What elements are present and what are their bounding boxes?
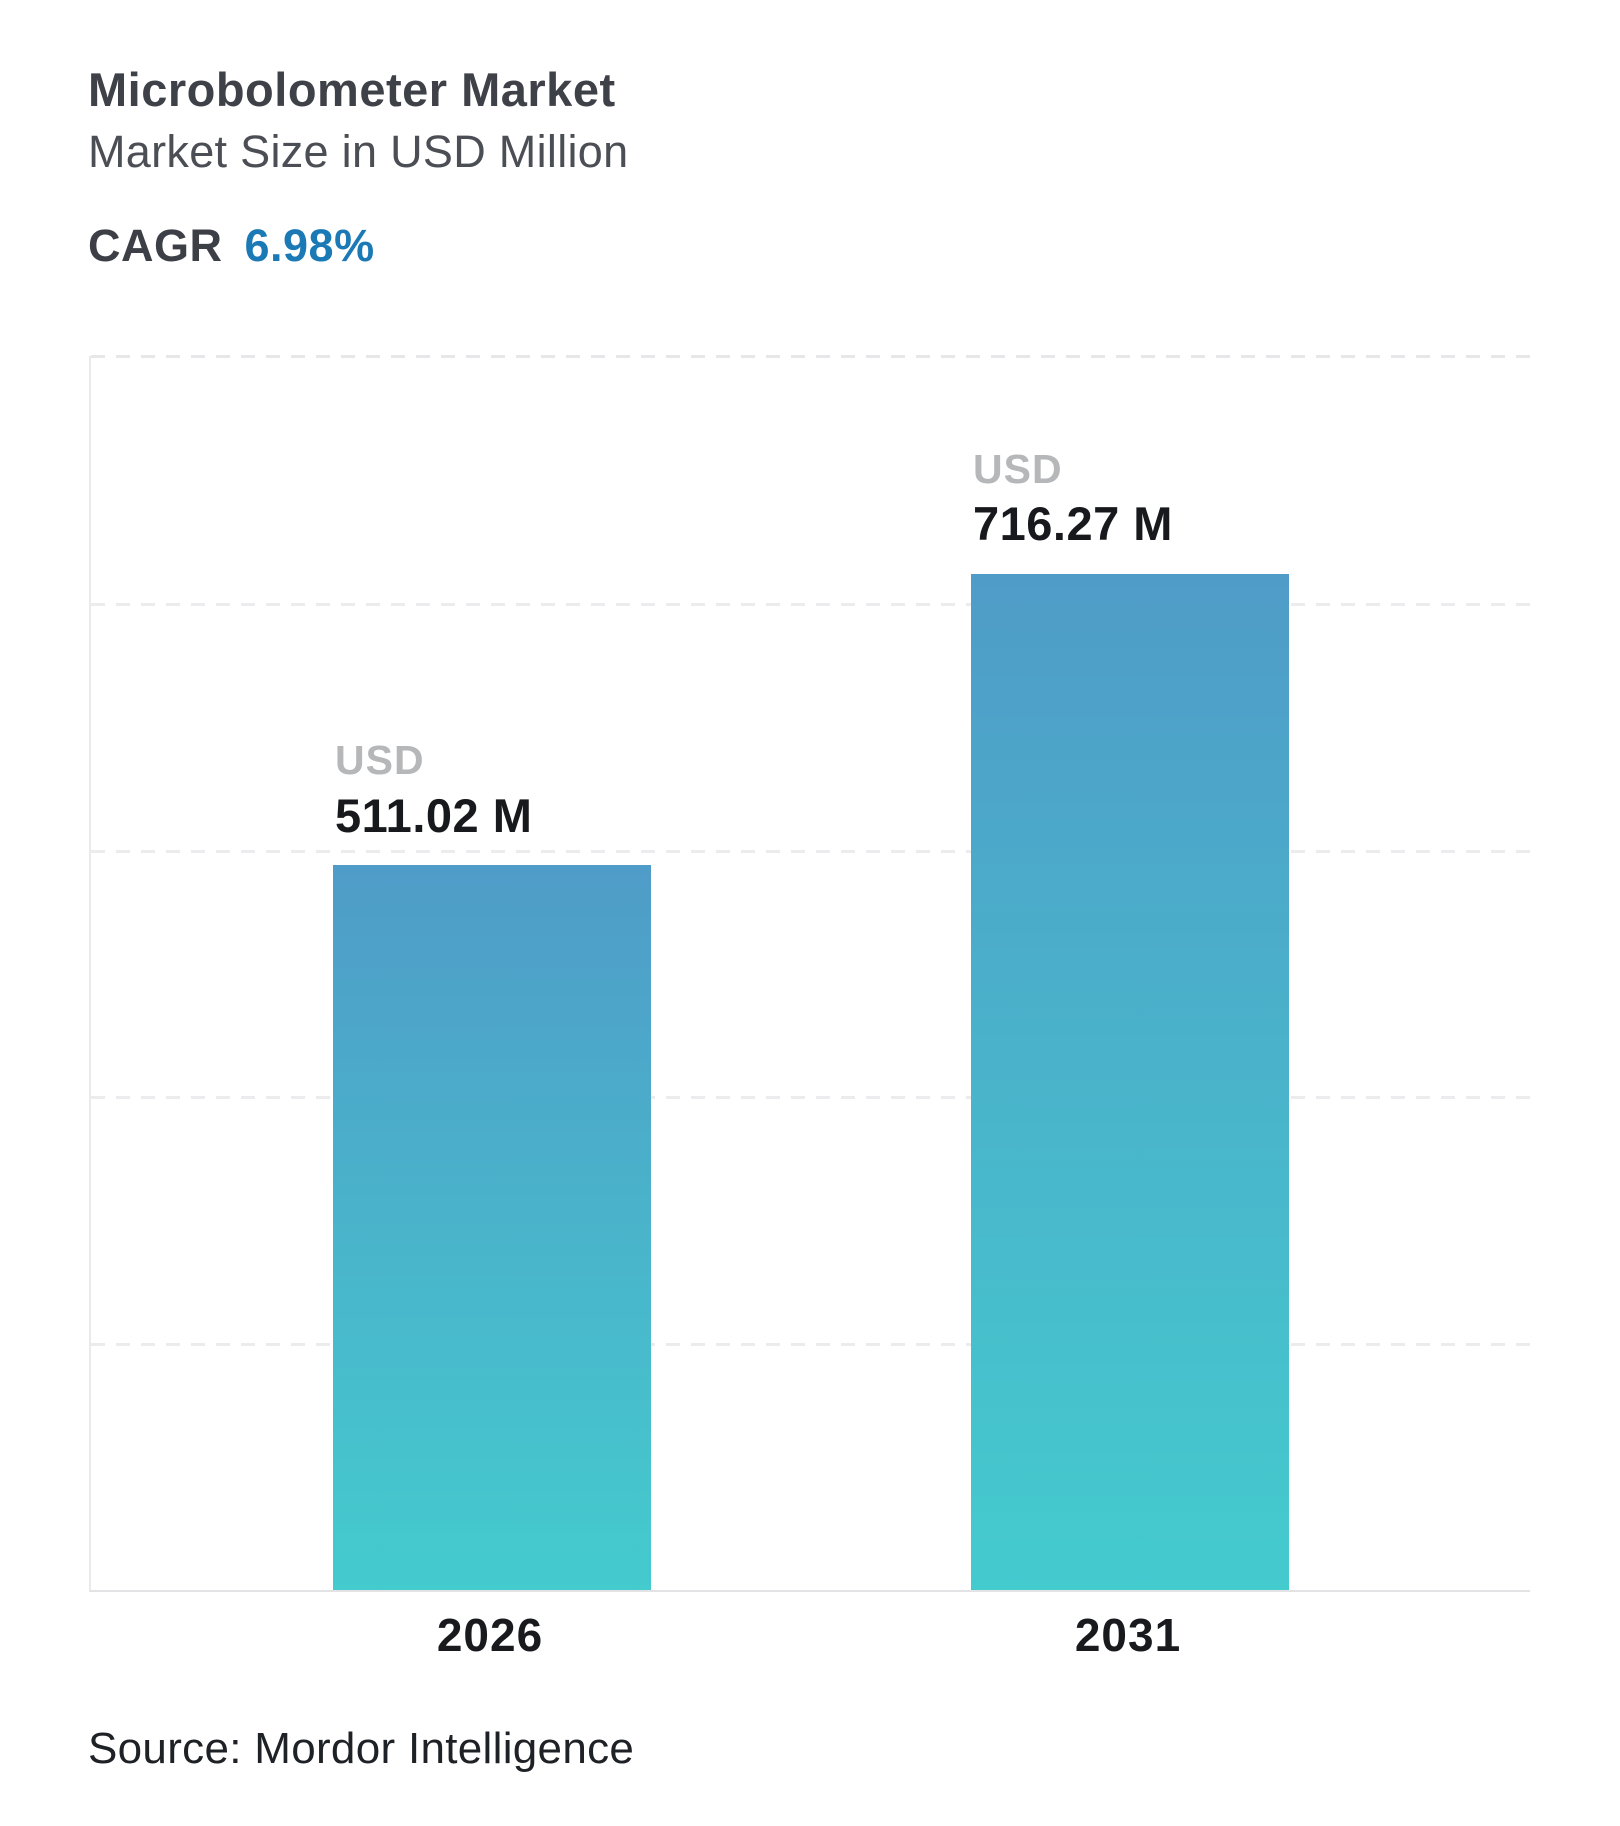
chart-subtitle: Market Size in USD Million bbox=[88, 126, 629, 177]
gridline bbox=[91, 1343, 1530, 1347]
plot-area: USD 511.02 M USD 716.27 M bbox=[89, 355, 1530, 1592]
gridline bbox=[91, 1096, 1530, 1100]
currency-label: USD bbox=[335, 737, 425, 784]
cagr-row: CAGR 6.98% bbox=[88, 220, 375, 272]
gridline bbox=[91, 602, 1530, 606]
x-tick-2026: 2026 bbox=[436, 1609, 544, 1661]
value-label: 716.27 M bbox=[973, 497, 1173, 551]
source-note: Source: Mordor Intelligence bbox=[88, 1724, 635, 1773]
bar-value-label-2031: USD 716.27 M bbox=[973, 447, 1333, 550]
chart-title: Microbolometer Market bbox=[88, 63, 616, 116]
value-label: 511.02 M bbox=[335, 788, 533, 842]
cagr-label: CAGR bbox=[88, 220, 223, 271]
x-axis-labels: 2026 2031 bbox=[89, 1608, 1530, 1672]
bar-2026 bbox=[333, 865, 651, 1590]
x-tick-2031: 2031 bbox=[1074, 1609, 1182, 1661]
cagr-value: 6.98% bbox=[244, 220, 375, 271]
currency-label: USD bbox=[973, 446, 1063, 493]
gridline bbox=[91, 849, 1530, 853]
bar-2031 bbox=[971, 574, 1289, 1590]
bar-value-label-2026: USD 511.02 M bbox=[335, 738, 695, 841]
gridline-top bbox=[91, 355, 1530, 358]
